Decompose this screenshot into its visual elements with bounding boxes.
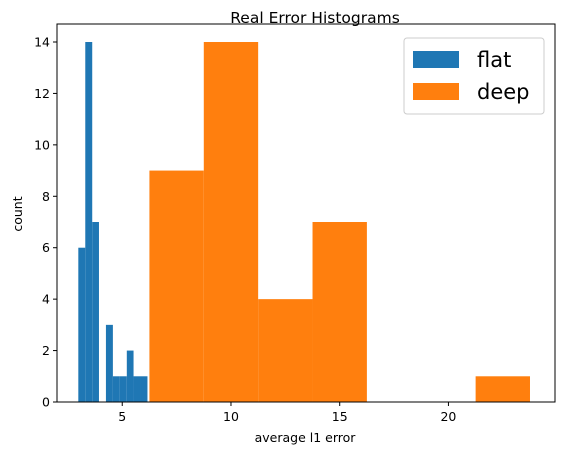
bar-deep: [475, 376, 530, 402]
chart-title: Real Error Histograms: [230, 9, 400, 27]
x-axis-label: average l1 error: [255, 430, 357, 445]
y-tick-label: 12: [34, 86, 50, 101]
bar-flat: [133, 376, 141, 402]
y-axis-label: count: [10, 196, 25, 231]
bar-flat: [140, 376, 148, 402]
bar-deep: [258, 299, 313, 402]
x-tick-label: 5: [118, 409, 126, 424]
bar-flat: [85, 42, 93, 402]
legend-swatch-deep: [413, 83, 459, 100]
y-tick-label: 14: [34, 35, 50, 50]
x-ticks-group: 5 10 15 20: [118, 402, 456, 424]
bar-flat: [126, 350, 134, 402]
y-tick-label: 8: [42, 189, 50, 204]
y-tick-label: 6: [42, 240, 50, 255]
plot-frame: [56, 23, 556, 403]
bar-flat: [105, 324, 113, 402]
bar-deep: [312, 222, 367, 402]
y-tick-label: 4: [42, 292, 50, 307]
bar-deep: [203, 42, 259, 402]
bar-flat: [112, 376, 120, 402]
bar-flat: [78, 247, 86, 402]
bars-group: [78, 42, 530, 402]
legend: flat deep: [403, 37, 545, 115]
y-tick-label: 2: [42, 343, 50, 358]
bar-flat: [92, 222, 99, 402]
y-ticks-group: 0 2 4 6 8 10 12 14: [34, 35, 57, 410]
bar-deep: [149, 170, 204, 402]
x-tick-label: 10: [223, 409, 239, 424]
legend-label-flat: flat: [477, 48, 511, 72]
legend-label-deep: deep: [477, 80, 530, 104]
y-tick-label: 10: [34, 137, 50, 152]
bar-flat: [119, 376, 127, 402]
x-tick-label: 20: [440, 409, 456, 424]
y-tick-label: 0: [42, 395, 50, 410]
x-tick-label: 15: [332, 409, 348, 424]
legend-swatch-flat: [413, 51, 459, 68]
